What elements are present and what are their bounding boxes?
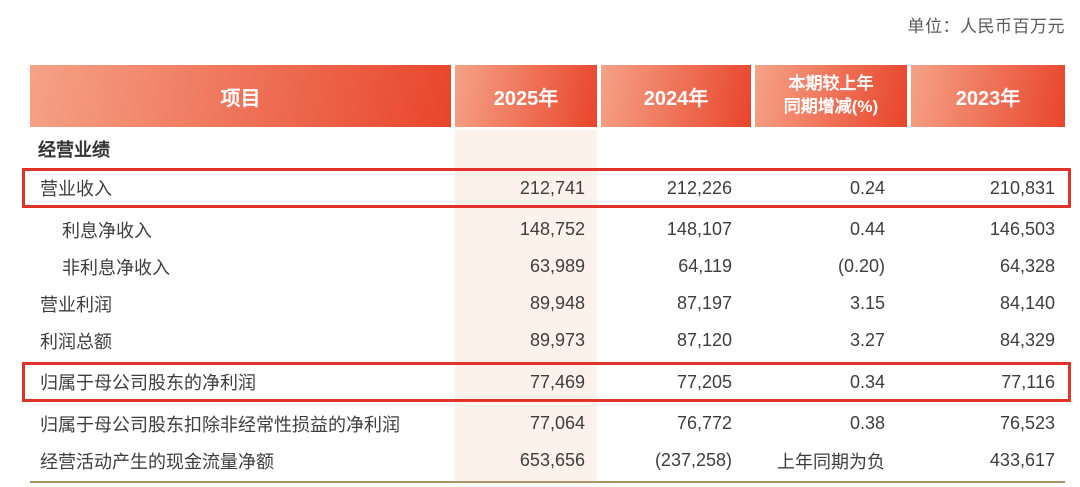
cell-value: 3.15: [849, 293, 885, 313]
cell-value: (237,258): [654, 450, 732, 470]
cell-value: 3.27: [849, 330, 885, 350]
table-row: 非利息净收入 63,989 64,119 (0.20) 64,328: [30, 248, 1065, 285]
table-row: 归属于母公司股东的净利润 77,469 77,205 0.34 77,116: [22, 362, 1071, 402]
cell-value: 77,205: [676, 371, 732, 392]
row-label: 利润总额: [40, 331, 112, 352]
cell-value: 0.38: [849, 413, 885, 433]
cell-value: 210,831: [989, 177, 1055, 198]
cell-value: 89,973: [529, 330, 585, 350]
header-change-pct: 本期较上年 同期增减(%): [755, 65, 907, 127]
table-row: 利息净收入 148,752 148,107 0.44 146,503: [30, 211, 1065, 248]
cell-value: 146,503: [989, 219, 1055, 239]
cell-value: 653,656: [519, 450, 585, 470]
cell-value: 89,948: [529, 293, 585, 313]
row-label: 营业利润: [40, 294, 112, 315]
cell-value: 76,772: [676, 413, 732, 433]
table-row: 营业收入 212,741 212,226 0.24 210,831: [22, 168, 1071, 208]
header-2023: 2023年: [911, 65, 1065, 127]
cell-value: 212,226: [666, 177, 732, 198]
cell-value: 64,328: [999, 256, 1055, 276]
unit-note: 单位：人民币百万元: [907, 17, 1065, 36]
header-item: 项目: [30, 65, 451, 127]
row-label: 归属于母公司股东扣除非经常性损益的净利润: [40, 414, 400, 435]
table-body: 经营业绩 营业收入 212,741 212,226 0.24 210,831 利息净收入 1…: [22, 127, 1071, 483]
header-2024: 2024年: [601, 65, 751, 127]
cell-value: 76,523: [999, 413, 1055, 433]
cell-value: 上年同期为负: [777, 451, 885, 472]
cell-value: 0.24: [849, 177, 885, 198]
section-title: 经营业绩: [38, 140, 110, 160]
cell-value: 433,617: [989, 450, 1055, 470]
cell-value: 87,197: [676, 293, 732, 313]
row-label: 营业收入: [40, 179, 112, 199]
cell-value: 77,064: [529, 413, 585, 433]
cell-value: 63,989: [529, 256, 585, 276]
cell-value: 84,140: [999, 293, 1055, 313]
table-row: 归属于母公司股东扣除非经常性损益的净利润 77,064 76,772 0.38 76,5…: [30, 405, 1065, 442]
cell-value: (0.20): [837, 256, 885, 276]
operating-results-table: 项目 2025年 2024年 本期较上年 同期增减(%) 2023年 经营业绩 …: [22, 65, 1071, 483]
table-row: 营业利润 89,948 87,197 3.15 84,140: [30, 285, 1065, 322]
row-label: 经营活动产生的现金流量净额: [40, 451, 274, 472]
cell-value: 77,469: [529, 371, 585, 392]
cell-value: 148,107: [666, 219, 732, 239]
row-label: 利息净收入: [62, 220, 152, 241]
cell-value: 148,752: [519, 219, 585, 239]
cell-value: 0.44: [849, 219, 885, 239]
header-2025: 2025年: [455, 65, 597, 127]
table-row: 经营活动产生的现金流量净额 653,656 (237,258) 上年同期为负 433,6…: [30, 442, 1065, 479]
row-label: 归属于母公司股东的净利润: [40, 373, 256, 393]
cell-value: 84,329: [999, 330, 1055, 350]
cell-value: 77,116: [1001, 371, 1055, 392]
cell-value: 0.34: [849, 371, 885, 392]
cell-value: 212,741: [519, 177, 585, 198]
column-2025-highlight: [455, 130, 597, 481]
table-header-row: 项目 2025年 2024年 本期较上年 同期增减(%) 2023年: [30, 65, 1065, 127]
cell-value: 87,120: [676, 330, 732, 350]
row-label: 非利息净收入: [62, 257, 170, 278]
cell-value: 64,119: [678, 256, 732, 276]
table-row: 利润总额 89,973 87,120 3.27 84,329: [30, 322, 1065, 359]
